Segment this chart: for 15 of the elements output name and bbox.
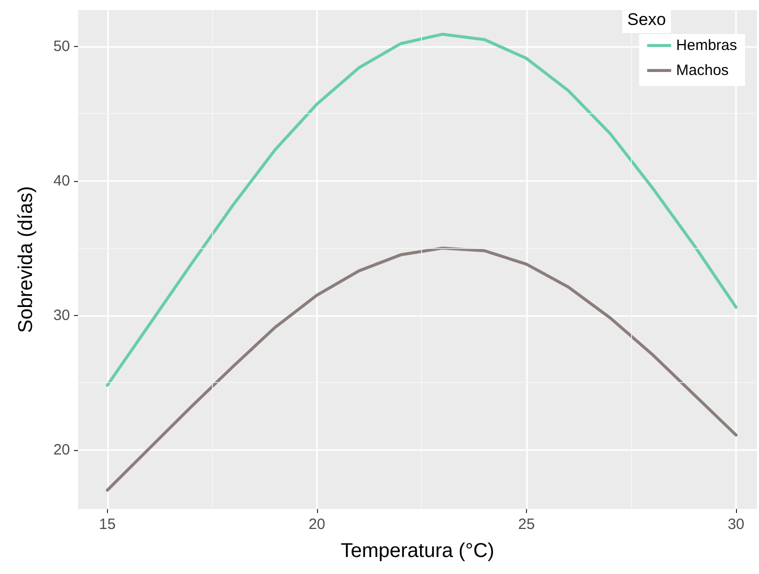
y-tick-label: 50 [53, 38, 70, 55]
line-series [106, 246, 738, 492]
y-tick-label: 30 [53, 306, 70, 324]
x-tick-label: 20 [308, 516, 326, 533]
legend-label: Machos [676, 62, 729, 79]
y-axis-title: Sobrevida (días) [15, 186, 37, 333]
line-series [106, 32, 738, 387]
x-axis-title: Temperatura (°C) [340, 540, 494, 562]
x-tick-label: 15 [98, 516, 116, 533]
y-tick-label: 40 [53, 172, 70, 190]
y-tick-label: 20 [53, 441, 70, 458]
legend-label: Hembras [676, 37, 738, 54]
legend-title: Sexo [627, 10, 666, 29]
x-tick-label: 30 [728, 516, 744, 533]
x-tick-label: 25 [518, 516, 535, 533]
